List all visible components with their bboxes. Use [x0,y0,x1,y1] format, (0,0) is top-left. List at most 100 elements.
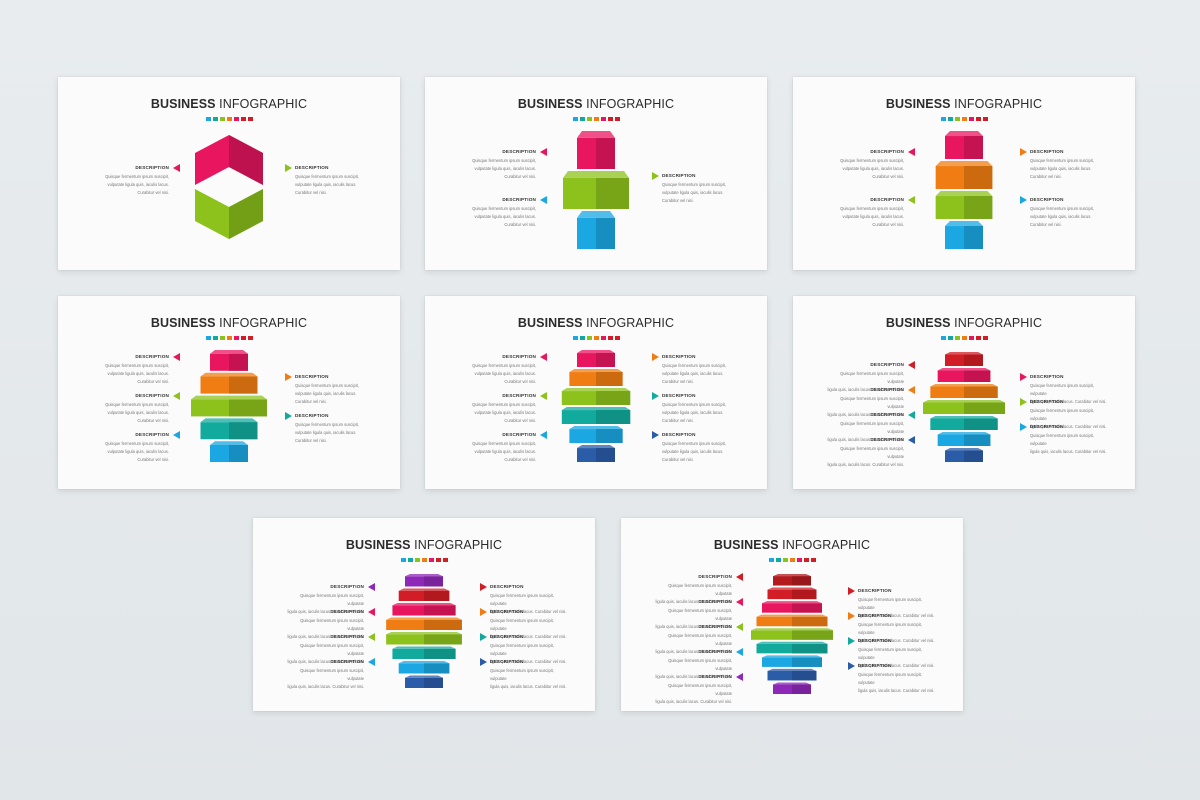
description-item: DESCRIPTION Quisque fermentum ipsum susci… [446,149,536,181]
layer-5 [751,628,833,640]
marker-triangle-icon [652,353,659,361]
color-swatch [428,558,434,562]
marker-triangle-icon [1020,423,1027,431]
description-item: DESCRIPTION Quisque fermentum ipsum susci… [824,437,904,469]
description-body: Quisque fermentum ipsum suscipit, vulput… [655,658,732,679]
layer-3 [191,395,267,417]
layer-7 [398,661,450,674]
description-body: Quisque fermentum ipsum suscipit, vulput… [490,668,567,689]
description-title: DESCRIPTION [1030,374,1064,379]
marker-triangle-icon [848,587,855,595]
slide-2-steps[interactable]: BUSINESS INFOGRAPHIC DESCRIPTION Quisque f… [58,77,400,270]
description-body: Quisque fermentum ipsum suscipit, vulput… [472,206,536,227]
description-title: DESCRIPTION [858,638,892,643]
color-swatch [947,336,953,340]
color-swatch [968,117,974,121]
description-title: DESCRIPTION [858,613,892,618]
description-title: DESCRIPTION [295,374,329,379]
layer-5 [386,632,462,645]
layer-7 [945,448,983,462]
slide-4-steps[interactable]: BUSINESS INFOGRAPHIC DESCRIPTION Quisque f… [793,77,1135,270]
marker-triangle-icon [173,353,180,361]
description-item: DESCRIPTION Quisque fermentum ipsum susci… [295,413,385,445]
description-body: Quisque fermentum ipsum suscipit, vulput… [1030,433,1107,454]
marker-triangle-icon [540,196,547,204]
description-item: DESCRIPTION Quisque fermentum ipsum susci… [824,412,904,444]
description-title: DESCRIPTION [295,165,329,170]
description-body: Quisque fermentum ipsum suscipit, vulput… [105,402,169,423]
description-body: Quisque fermentum ipsum suscipit, vulput… [295,174,359,195]
layer-3 [561,388,631,405]
layer-4 [945,221,983,249]
description-title: DESCRIPTION [1030,149,1064,154]
description-item: DESCRIPTION Quisque fermentum ipsum susci… [79,393,169,425]
description-item: DESCRIPTION Quisque fermentum ipsum susci… [662,432,752,464]
description-title: DESCRIPTION [330,584,364,589]
layer-9 [773,682,811,694]
description-body: Quisque fermentum ipsum suscipit, vulput… [662,402,726,423]
layer-2 [563,171,629,209]
title-bold: BUSINESS [713,538,779,552]
color-swatch [968,336,974,340]
layer-2 [935,161,993,189]
layer-1 [195,135,263,185]
slide-8-steps[interactable]: BUSINESS INFOGRAPHIC DESCRIPTION Quisque f… [253,518,595,711]
description-body: Quisque fermentum ipsum suscipit, vulput… [490,643,567,664]
description-item: DESCRIPTION Quisque fermentum ipsum susci… [858,613,938,645]
description-body: Quisque fermentum ipsum suscipit, vulput… [105,174,169,195]
color-swatch [400,558,406,562]
color-swatch [240,336,246,340]
slide-9-steps[interactable]: BUSINESS INFOGRAPHIC DESCRIPTION Quisque f… [621,518,963,711]
color-swatch [586,117,592,121]
color-swatch [586,336,592,340]
description-item: DESCRIPTION Quisque fermentum ipsum susci… [1030,149,1120,181]
description-body: Quisque fermentum ipsum suscipit, vulput… [472,363,536,384]
description-item: DESCRIPTION Quisque fermentum ipsum susci… [284,659,364,691]
description-body: Quisque fermentum ipsum suscipit, vulput… [295,383,359,404]
description-title: DESCRIPTION [662,354,696,359]
slide-3-steps[interactable]: BUSINESS INFOGRAPHIC DESCRIPTION Quisque f… [425,77,767,270]
description-body: Quisque fermentum ipsum suscipit, vulput… [105,363,169,384]
description-title: DESCRIPTION [135,432,169,437]
slide-7-steps[interactable]: BUSINESS INFOGRAPHIC DESCRIPTION Quisque f… [793,296,1135,489]
description-body: Quisque fermentum ipsum suscipit, vulput… [827,371,904,392]
title-bold: BUSINESS [517,97,583,111]
description-item: DESCRIPTION Quisque fermentum ipsum susci… [284,634,364,666]
description-item: DESCRIPTION Quisque fermentum ipsum susci… [490,659,570,691]
description-title: DESCRIPTION [698,674,732,679]
marker-triangle-icon [1020,196,1027,204]
description-title: DESCRIPTION [698,599,732,604]
layer-2 [195,189,263,239]
color-swatches [621,558,963,563]
description-body: Quisque fermentum ipsum suscipit, vulput… [858,672,935,693]
slide-5-steps[interactable]: BUSINESS INFOGRAPHIC DESCRIPTION Quisque f… [58,296,400,489]
description-title: DESCRIPTION [330,609,364,614]
description-body: Quisque fermentum ipsum suscipit, vulput… [827,446,904,467]
title-bold: BUSINESS [885,316,951,330]
color-swatch [614,117,620,121]
color-swatch [435,558,441,562]
layered-diagram [191,350,267,462]
description-title: DESCRIPTION [870,149,904,154]
color-swatch [982,117,988,121]
slide-6-steps[interactable]: BUSINESS INFOGRAPHIC DESCRIPTION Quisque f… [425,296,767,489]
description-title: DESCRIPTION [490,609,524,614]
marker-triangle-icon [368,583,375,591]
color-swatch [226,336,232,340]
description-body: Quisque fermentum ipsum suscipit, vulput… [655,583,732,604]
description-title: DESCRIPTION [662,432,696,437]
marker-triangle-icon [368,658,375,666]
layer-4 [756,614,828,627]
description-item: DESCRIPTION Quisque fermentum ipsum susci… [446,432,536,464]
description-title: DESCRIPTION [698,649,732,654]
description-body: Quisque fermentum ipsum suscipit, vulput… [827,396,904,417]
description-item: DESCRIPTION Quisque fermentum ipsum susci… [490,609,570,641]
description-item: DESCRIPTION Quisque fermentum ipsum susci… [79,165,169,197]
description-title: DESCRIPTION [135,165,169,170]
slide-title: BUSINESS INFOGRAPHIC [58,316,400,330]
slide-title: BUSINESS INFOGRAPHIC [793,316,1135,330]
description-item: DESCRIPTION Quisque fermentum ipsum susci… [1030,374,1110,406]
description-body: Quisque fermentum ipsum suscipit, vulput… [655,608,732,629]
title-light: INFOGRAPHIC [582,97,675,111]
description-body: Quisque fermentum ipsum suscipit, vulput… [472,158,536,179]
